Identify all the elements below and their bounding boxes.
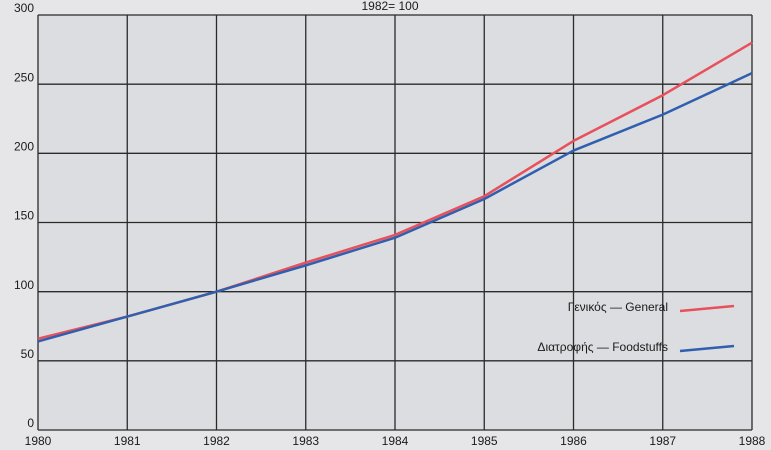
legend-swatch — [679, 344, 735, 353]
x-tick-label: 1988 — [739, 434, 766, 448]
y-tick-label: 100 — [14, 278, 34, 292]
legend-label: Γενικός — General — [568, 300, 668, 314]
legend-swatch — [679, 304, 735, 313]
y-tick-label: 150 — [14, 209, 34, 223]
y-tick-label: 300 — [14, 1, 34, 15]
x-tick-label: 1984 — [382, 434, 409, 448]
x-tick-label: 1982 — [203, 434, 230, 448]
x-tick-label: 1981 — [114, 434, 141, 448]
y-tick-label: 50 — [21, 347, 35, 361]
y-tick-label: 0 — [27, 416, 34, 430]
x-tick-label: 1987 — [649, 434, 676, 448]
x-tick-label: 1980 — [25, 434, 52, 448]
series-line — [37, 71, 753, 343]
y-tick-label: 200 — [14, 140, 34, 154]
x-tick-label: 1986 — [560, 434, 587, 448]
x-tick-label: 1983 — [292, 434, 319, 448]
chart-title: 1982= 100 — [361, 0, 418, 13]
y-tick-label: 250 — [14, 70, 34, 84]
legend-label: Διατροφής — Foodstuffs — [537, 340, 668, 354]
x-tick-label: 1985 — [471, 434, 498, 448]
